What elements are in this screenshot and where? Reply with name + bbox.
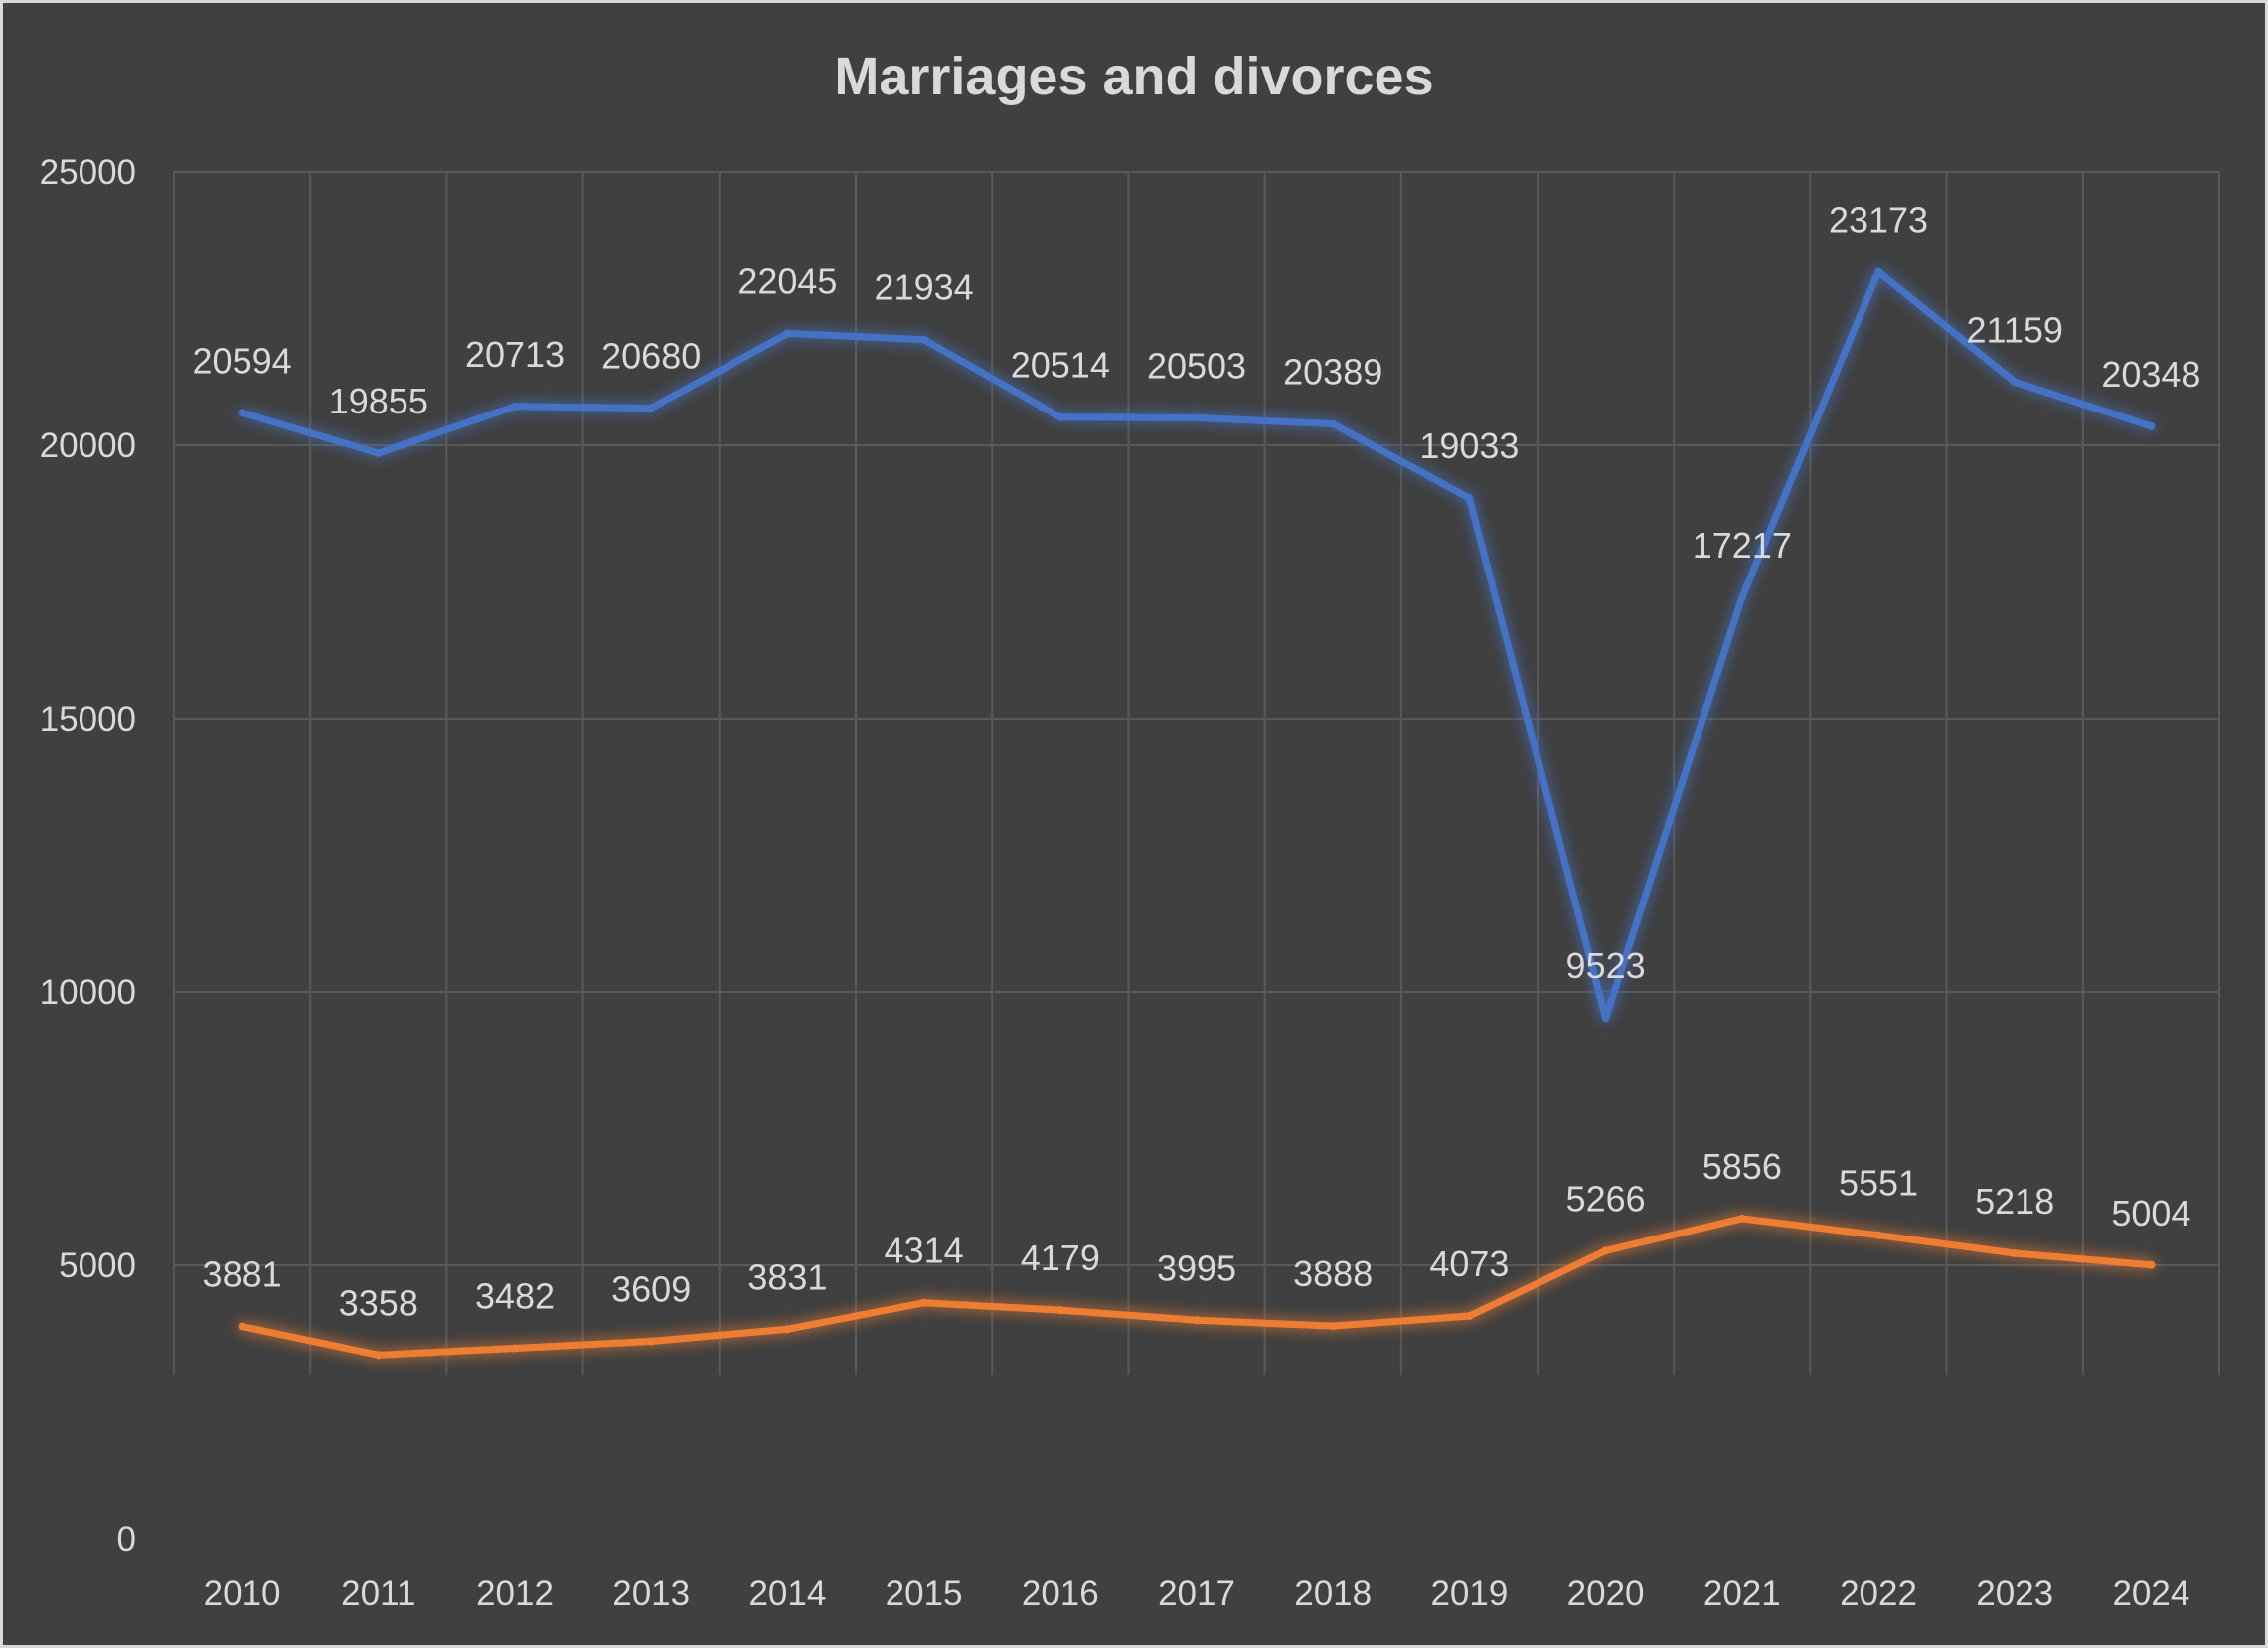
x-tick-label: 2011 bbox=[341, 1574, 415, 1613]
x-tick-label: 2015 bbox=[886, 1574, 963, 1613]
data-label: 17217 bbox=[1693, 525, 1792, 566]
data-point bbox=[647, 404, 656, 412]
data-point bbox=[1601, 1246, 1610, 1255]
data-point bbox=[1055, 412, 1064, 421]
data-point bbox=[647, 1337, 656, 1346]
data-point bbox=[374, 448, 383, 457]
data-point bbox=[2011, 1249, 2020, 1258]
chart-title: Marriages and divorces bbox=[834, 47, 1433, 106]
data-label: 20594 bbox=[193, 340, 292, 381]
data-label: 22045 bbox=[737, 261, 837, 302]
y-tick-label: 15000 bbox=[40, 700, 136, 739]
x-tick-label: 2018 bbox=[1294, 1574, 1372, 1613]
data-point bbox=[374, 1351, 383, 1360]
x-tick-label: 2014 bbox=[748, 1574, 826, 1613]
data-label: 5004 bbox=[2111, 1193, 2190, 1234]
y-tick-label: 10000 bbox=[40, 973, 136, 1012]
data-label: 5218 bbox=[1975, 1181, 2054, 1222]
data-point bbox=[783, 1325, 792, 1334]
data-label: 9523 bbox=[1566, 945, 1646, 986]
data-point bbox=[1055, 1306, 1064, 1315]
data-label: 3609 bbox=[611, 1269, 691, 1310]
data-point bbox=[1601, 1014, 1610, 1023]
x-tick-label: 2019 bbox=[1430, 1574, 1508, 1613]
data-label: 21934 bbox=[875, 267, 974, 308]
y-tick-label: 5000 bbox=[59, 1246, 136, 1285]
data-point bbox=[1329, 1322, 1338, 1331]
data-point bbox=[1465, 1311, 1474, 1320]
data-point bbox=[511, 1344, 519, 1353]
data-point bbox=[1874, 1231, 1882, 1239]
data-point bbox=[2147, 1260, 2156, 1269]
x-axis-tick-labels: 2010 2011 2012 2013 2014 2015 2016 2017 2018 2019… bbox=[204, 1574, 2190, 1613]
data-label: 3831 bbox=[747, 1256, 827, 1297]
data-labels: 20594 19855 20713 20680 22045 21934 20514 20503… bbox=[193, 199, 2201, 1323]
x-tick-label: 2024 bbox=[2112, 1574, 2189, 1613]
x-tick-label: 2017 bbox=[1158, 1574, 1235, 1613]
data-label: 20389 bbox=[1283, 352, 1382, 393]
x-tick-label: 2022 bbox=[1840, 1574, 1917, 1613]
y-tick-label: 20000 bbox=[40, 426, 136, 465]
data-label: 5266 bbox=[1566, 1178, 1646, 1219]
gridlines bbox=[173, 171, 2220, 1375]
data-label: 20680 bbox=[601, 336, 701, 377]
data-point bbox=[783, 329, 792, 338]
x-tick-label: 2020 bbox=[1567, 1574, 1645, 1613]
data-point bbox=[238, 409, 246, 417]
data-point bbox=[238, 1322, 246, 1331]
data-label: 21159 bbox=[1966, 309, 2062, 350]
data-label: 4073 bbox=[1429, 1243, 1509, 1284]
data-label: 3482 bbox=[475, 1275, 555, 1316]
data-point bbox=[1465, 494, 1474, 503]
data-label: 19033 bbox=[1419, 425, 1519, 466]
line-chart: Marriages and divorces 0 5000 10000 15000 20… bbox=[40, 47, 2220, 1613]
data-label: 20713 bbox=[465, 334, 565, 375]
data-point bbox=[1329, 419, 1338, 428]
data-label: 23173 bbox=[1829, 199, 1928, 240]
data-point bbox=[1193, 413, 1201, 422]
data-label: 3995 bbox=[1157, 1247, 1236, 1288]
x-tick-label: 2013 bbox=[612, 1574, 690, 1613]
x-tick-label: 2016 bbox=[1022, 1574, 1099, 1613]
series-lines bbox=[238, 267, 2156, 1360]
data-point bbox=[1737, 1214, 1746, 1223]
y-tick-label: 25000 bbox=[40, 153, 136, 192]
data-label: 4179 bbox=[1021, 1237, 1100, 1278]
y-tick-label: 0 bbox=[117, 1520, 136, 1559]
data-label: 19855 bbox=[329, 381, 428, 421]
data-point bbox=[2011, 378, 2020, 387]
x-tick-label: 2023 bbox=[1976, 1574, 2053, 1613]
data-point bbox=[2147, 421, 2156, 430]
data-label: 20514 bbox=[1011, 345, 1110, 386]
data-point bbox=[919, 1298, 928, 1307]
data-label: 4314 bbox=[885, 1231, 964, 1271]
data-label: 20503 bbox=[1147, 345, 1246, 386]
data-point bbox=[1193, 1316, 1201, 1325]
data-point bbox=[919, 335, 928, 344]
data-label: 3358 bbox=[339, 1282, 418, 1323]
data-label: 3888 bbox=[1293, 1253, 1373, 1294]
data-label: 5551 bbox=[1839, 1163, 1918, 1204]
data-point bbox=[1737, 593, 1746, 602]
data-label: 5856 bbox=[1702, 1146, 1782, 1187]
data-label: 3881 bbox=[203, 1254, 282, 1295]
data-point bbox=[511, 402, 519, 411]
data-label: 20348 bbox=[2101, 354, 2200, 395]
y-axis-tick-labels: 0 5000 10000 15000 20000 25000 bbox=[40, 153, 136, 1559]
x-tick-label: 2012 bbox=[476, 1574, 554, 1613]
x-tick-label: 2021 bbox=[1703, 1574, 1781, 1613]
data-point bbox=[1874, 267, 1882, 276]
x-tick-label: 2010 bbox=[204, 1574, 281, 1613]
